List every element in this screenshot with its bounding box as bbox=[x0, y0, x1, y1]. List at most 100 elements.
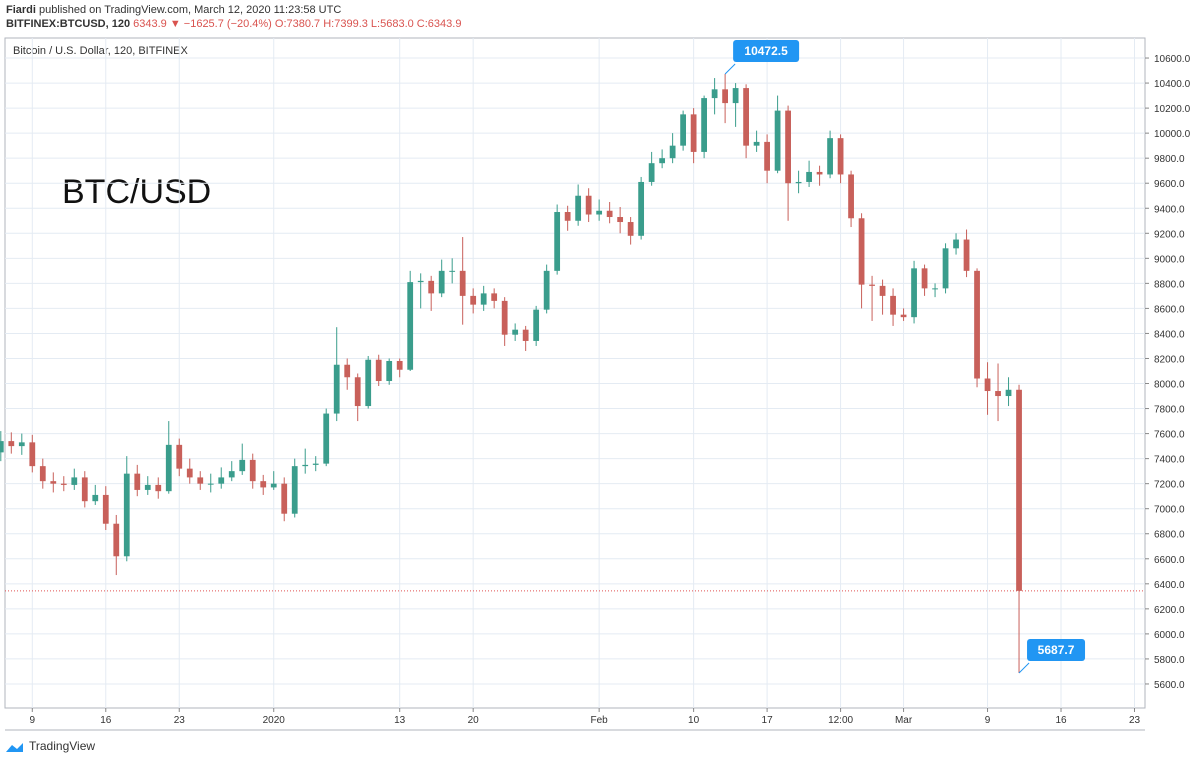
candle-body bbox=[921, 268, 928, 289]
brand: TradingView bbox=[29, 739, 95, 753]
candle-body bbox=[827, 138, 833, 175]
author: Fiardi bbox=[6, 4, 36, 16]
x-tick-label: 17 bbox=[762, 715, 774, 726]
header: Fiardi published on TradingView.com, Mar… bbox=[6, 3, 461, 31]
annotation: BTC/USD bbox=[62, 173, 211, 211]
candle-body bbox=[459, 270, 466, 296]
candle-body bbox=[522, 329, 529, 341]
candle-body bbox=[806, 171, 812, 182]
candle-body bbox=[302, 464, 309, 467]
candle-body bbox=[638, 181, 645, 236]
y-tick-label: 8000.0 bbox=[1154, 380, 1185, 391]
candle-body bbox=[165, 444, 172, 492]
candle-body bbox=[617, 217, 624, 223]
candle-body bbox=[480, 293, 487, 305]
low-pointer bbox=[1018, 662, 1030, 674]
candle-body bbox=[438, 270, 445, 294]
candle-body bbox=[239, 459, 246, 472]
candle-body bbox=[858, 218, 865, 285]
candle-body bbox=[932, 288, 938, 290]
y-tick-label: 6800.0 bbox=[1154, 530, 1185, 541]
x-tick-label: 20 bbox=[468, 715, 480, 726]
candle-body bbox=[753, 141, 760, 146]
candle-body bbox=[774, 110, 781, 171]
candle-body bbox=[60, 483, 67, 485]
candle-body bbox=[585, 195, 592, 215]
candle-body bbox=[417, 280, 424, 283]
candle-body bbox=[795, 181, 802, 184]
candle-body bbox=[207, 483, 214, 485]
candle-body bbox=[680, 114, 687, 146]
candle-body bbox=[29, 442, 36, 467]
candle-body bbox=[144, 484, 151, 490]
candle-body bbox=[218, 477, 225, 484]
candle-body bbox=[333, 364, 340, 414]
low-label: 5687.7 bbox=[1038, 643, 1075, 657]
x-tick-label: 23 bbox=[1129, 715, 1141, 726]
candle-body bbox=[533, 309, 540, 341]
candle-body bbox=[627, 222, 634, 236]
chart-title: Bitcoin / U.S. Dollar, 120, BITFINEX bbox=[13, 45, 189, 57]
y-tick-label: 5800.0 bbox=[1154, 655, 1185, 666]
candle-body bbox=[554, 212, 561, 271]
symbol: BITFINEX:BTCUSD, 120 bbox=[6, 18, 131, 30]
candle-body bbox=[323, 413, 330, 464]
y-tick-label: 10400.0 bbox=[1154, 79, 1191, 90]
y-tick-label: 8200.0 bbox=[1154, 354, 1185, 365]
candle-body bbox=[228, 471, 235, 478]
candle-body bbox=[606, 210, 613, 218]
candle-body bbox=[260, 481, 267, 488]
y-tick-label: 9200.0 bbox=[1154, 229, 1185, 240]
candle-body bbox=[816, 171, 823, 175]
candle-body bbox=[543, 270, 550, 310]
y-tick-label: 10600.0 bbox=[1154, 54, 1191, 65]
candle-body bbox=[575, 195, 582, 221]
y-tick-label: 7000.0 bbox=[1154, 505, 1185, 516]
y-tick-label: 10000.0 bbox=[1154, 129, 1191, 140]
y-tick-label: 7600.0 bbox=[1154, 430, 1185, 441]
candle-body bbox=[848, 174, 854, 219]
y-tick-label: 5600.0 bbox=[1154, 680, 1185, 691]
candle-body bbox=[974, 270, 980, 379]
candle-body bbox=[911, 268, 917, 318]
candle-body bbox=[249, 459, 256, 482]
candle-body bbox=[270, 483, 277, 488]
candle-body bbox=[984, 378, 991, 392]
y-tick-label: 7200.0 bbox=[1154, 480, 1185, 491]
candle-body bbox=[123, 473, 130, 557]
candle-body bbox=[197, 477, 204, 484]
y-tick-label: 6000.0 bbox=[1154, 630, 1185, 641]
candle-body bbox=[953, 239, 959, 249]
y-tick-label: 7400.0 bbox=[1154, 455, 1185, 466]
candle-body bbox=[659, 158, 666, 164]
candle-body bbox=[743, 88, 749, 146]
x-tick-label: 12:00 bbox=[828, 715, 853, 726]
candle-body bbox=[501, 300, 508, 335]
candle-body bbox=[354, 377, 361, 407]
y-tick-label: 8600.0 bbox=[1154, 304, 1185, 315]
candle-body bbox=[8, 441, 15, 447]
quote: 6343.9 ▼ −1625.7 (−20.4%) O:7380.7 H:739… bbox=[133, 18, 462, 30]
x-tick-label: 16 bbox=[1055, 715, 1067, 726]
candle-body bbox=[71, 477, 78, 485]
x-tick-label: 23 bbox=[174, 715, 186, 726]
candle-body bbox=[900, 314, 907, 318]
y-tick-label: 7800.0 bbox=[1154, 405, 1185, 416]
candle-body bbox=[732, 88, 739, 104]
candle-body bbox=[312, 463, 319, 465]
candle-body bbox=[722, 89, 728, 104]
candle-body bbox=[291, 466, 298, 514]
candle-body bbox=[396, 360, 403, 370]
candle-body bbox=[39, 466, 46, 482]
candle-body bbox=[764, 141, 770, 171]
high-pointer bbox=[724, 63, 736, 75]
y-tick-label: 9600.0 bbox=[1154, 179, 1185, 190]
y-tick-label: 9000.0 bbox=[1154, 254, 1185, 265]
candle-body bbox=[50, 481, 57, 484]
high-callout bbox=[733, 39, 800, 62]
candle-body bbox=[963, 239, 970, 271]
x-tick-label: Mar bbox=[895, 715, 913, 726]
y-tick-label: 9800.0 bbox=[1154, 154, 1185, 165]
